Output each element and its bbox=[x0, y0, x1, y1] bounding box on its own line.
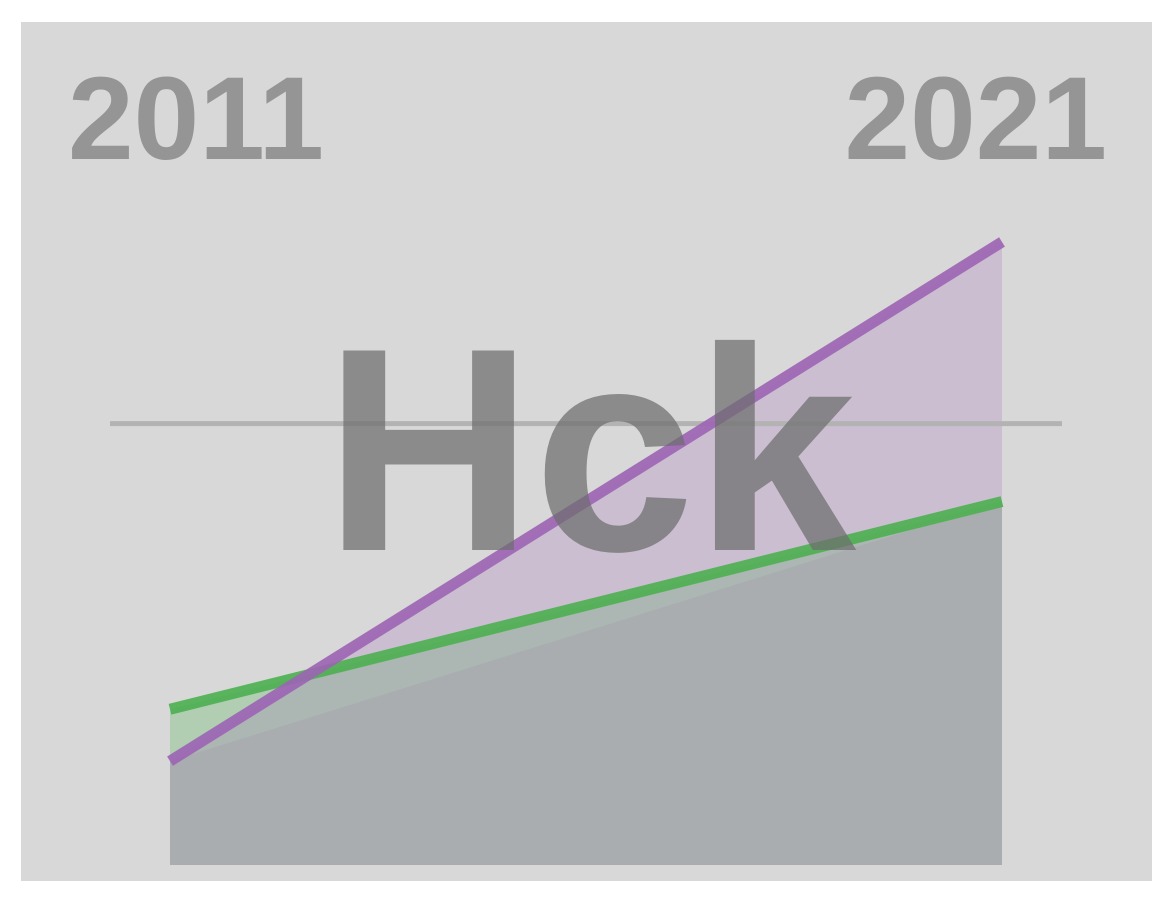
series-1-line bbox=[167, 237, 1005, 766]
end-year-label: 2021 bbox=[844, 53, 1107, 185]
overlap-area bbox=[170, 501, 1002, 865]
plot-area: Hck bbox=[110, 237, 1062, 865]
start-year-label: 2011 bbox=[68, 53, 324, 185]
watermark-text: Hck bbox=[324, 288, 858, 612]
